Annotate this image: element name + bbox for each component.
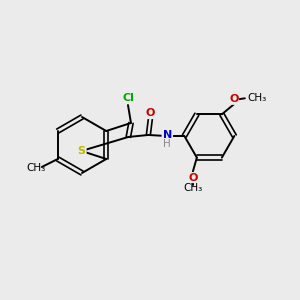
Text: O: O	[229, 94, 239, 104]
Text: H: H	[164, 139, 171, 149]
Text: CH₃: CH₃	[26, 163, 45, 173]
Text: CH₃: CH₃	[183, 183, 202, 193]
Text: CH₃: CH₃	[248, 93, 267, 103]
Text: Cl: Cl	[122, 93, 134, 103]
Text: N: N	[163, 130, 172, 140]
Text: S: S	[77, 146, 86, 156]
Text: O: O	[146, 108, 155, 118]
Text: O: O	[188, 172, 197, 183]
